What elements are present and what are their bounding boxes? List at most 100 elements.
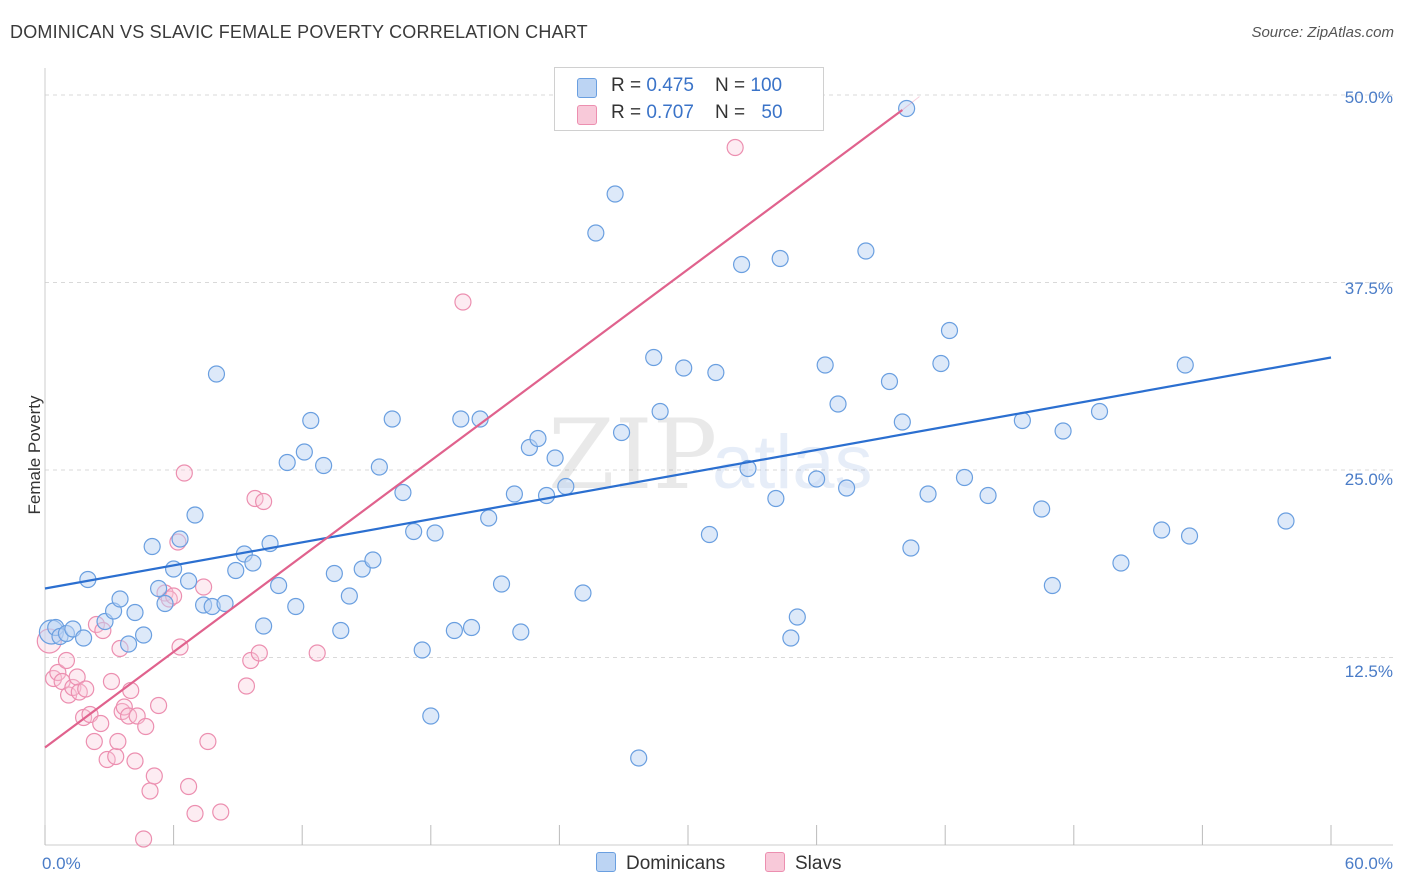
dominicans-point [880, 372, 899, 391]
dominicans-point [270, 576, 288, 595]
dominicans-point [557, 477, 575, 496]
dominicans-legend-label: Dominicans [626, 853, 726, 874]
dominicans-point [186, 506, 204, 524]
slavs-point [186, 804, 204, 823]
dominicans-point [529, 429, 547, 448]
dominicans-point [149, 579, 168, 598]
dominicans-point [739, 459, 757, 478]
dominicans-point [462, 618, 481, 637]
dominicans-point [630, 749, 648, 767]
dominicans-point [1090, 402, 1109, 421]
dominicans-n-value: 100 [750, 75, 783, 96]
y-tick-label: 50.0% [1345, 88, 1393, 107]
slavs-point [454, 293, 472, 311]
dominicans-point [302, 411, 320, 430]
dominicans-point [171, 530, 189, 548]
dominicans-point [255, 617, 273, 635]
dominicans-point [370, 458, 388, 476]
dominicans-trend-line [44, 356, 1332, 590]
dominicans-point [771, 249, 789, 268]
dominicans-point [1180, 527, 1199, 545]
slavs-point [212, 803, 230, 821]
dominicans-point [1054, 422, 1072, 440]
dominicans-point [426, 524, 444, 542]
dominicans-point [156, 594, 174, 613]
dominicans-point [829, 395, 847, 413]
dominicans-point [782, 629, 800, 647]
slavs-point [68, 668, 86, 686]
dominicans-point [413, 641, 431, 659]
dominicans-point [394, 483, 412, 502]
dominicans-point [675, 359, 693, 377]
dominicans-point [707, 363, 725, 382]
chart-title: DOMINICAN VS SLAVIC FEMALE POVERTY CORRE… [10, 22, 588, 42]
dominicans-point [512, 623, 530, 641]
dominicans-point [857, 242, 875, 260]
slavs-point [107, 747, 125, 766]
dominicans-point [216, 594, 234, 613]
dominicans-point [807, 470, 826, 488]
dominicans-point [546, 449, 564, 467]
dominicans-point [295, 443, 313, 461]
slavs-point [195, 578, 213, 596]
dominicans-point [537, 486, 556, 505]
slavs-point [180, 777, 198, 796]
slavs-point [726, 138, 744, 157]
dominicans-point [143, 537, 161, 556]
slavs-point [77, 680, 95, 698]
dominicans-point [955, 468, 974, 487]
slavs-swatch [577, 105, 597, 125]
dominicans-point [1112, 554, 1130, 572]
dominicans-point [612, 423, 631, 442]
dominicans-point [325, 564, 343, 583]
dominicans-point [932, 354, 950, 373]
slavs-n-value: 50 [761, 102, 783, 123]
dominicans-point [1277, 512, 1295, 530]
slavs-point [308, 644, 326, 662]
dominicans-point [480, 509, 498, 527]
legend-slavs[interactable]: Slavs [765, 852, 841, 875]
slavs-point [49, 663, 67, 682]
dominicans-point [732, 255, 751, 274]
dominicans-point [940, 321, 959, 340]
source-label: Source: ZipAtlas.com [1251, 24, 1394, 41]
slavs-point [126, 752, 144, 770]
dominicans-point [574, 584, 592, 602]
trend-lines [44, 96, 1332, 749]
y-tick-label: 37.5% [1345, 279, 1393, 298]
slavs-point [237, 677, 256, 695]
slavs-points [36, 138, 744, 848]
slavs-r-value: 0.707 [646, 102, 694, 123]
y-tick-label: 12.5% [1345, 662, 1393, 681]
dominicans-point [74, 629, 93, 647]
dominicans-point [287, 597, 305, 616]
y-axis-label: Female Poverty [25, 395, 44, 515]
slavs-point [145, 767, 163, 785]
slavs-point [250, 644, 268, 662]
dominicans-point [902, 539, 920, 557]
dominicans-legend-swatch [596, 852, 616, 872]
slavs-legend-label: Slavs [795, 853, 842, 874]
dominicans-point [445, 621, 463, 640]
dominicans-point [893, 413, 911, 431]
dominicans-point [767, 489, 785, 508]
slavs-trend-line [44, 109, 903, 749]
dominicans-point [126, 603, 144, 622]
slavs-point [175, 464, 193, 482]
slavs-point [141, 782, 159, 800]
dominicans-point [1176, 356, 1194, 374]
dominicans-point [505, 485, 523, 503]
slavs-point [115, 698, 133, 716]
legend-dominicans[interactable]: Dominicans [596, 852, 725, 875]
dominicans-point [422, 707, 440, 725]
slavs-trend-extension [902, 96, 920, 111]
dominicans-point [278, 453, 296, 472]
legend-row-dominicans: R = 0.475 N = 100 [577, 75, 782, 101]
axes [44, 68, 1393, 846]
correlation-legend: R = 0.475 N = 100 R = 0.707 N = 50 [554, 67, 824, 131]
slavs-point [149, 696, 168, 715]
dominicans-point [383, 410, 401, 428]
dominicans-point [1033, 500, 1051, 518]
dominicans-point [492, 575, 511, 593]
watermark: ZIP atlas [548, 399, 873, 511]
